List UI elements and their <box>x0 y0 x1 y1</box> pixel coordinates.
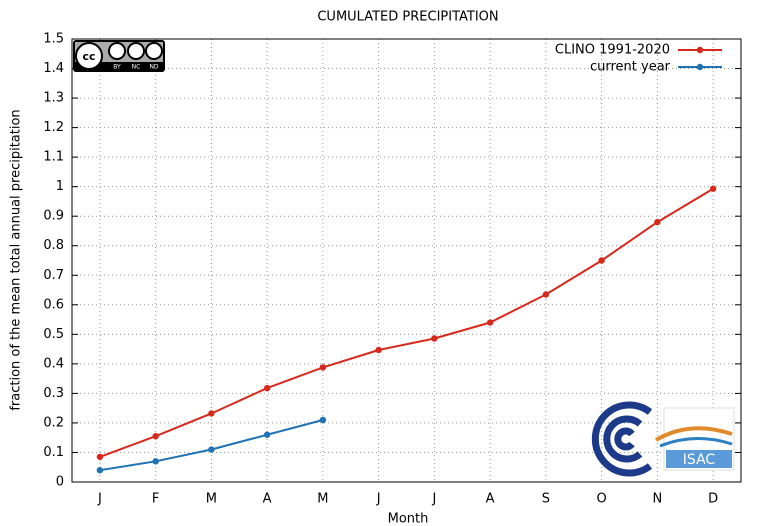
legend-label: current year <box>590 60 671 75</box>
legend-marker <box>696 63 704 71</box>
data-point <box>598 257 605 264</box>
data-point <box>96 466 104 474</box>
x-tick-label: F <box>152 492 159 507</box>
y-tick-label: 0.2 <box>43 415 64 430</box>
data-point <box>654 218 661 226</box>
data-point <box>486 319 494 326</box>
x-tick-label: M <box>317 492 328 507</box>
data-point <box>542 291 550 298</box>
x-tick-label: S <box>542 492 550 507</box>
license-label: BY <box>113 64 121 71</box>
data-point <box>375 346 382 354</box>
y-tick-label: 1.5 <box>43 32 64 47</box>
isac-logo: ISAC <box>654 407 735 471</box>
data-point <box>709 185 717 192</box>
y-tick-label: 0.1 <box>43 445 64 460</box>
y-tick-label: 0.6 <box>43 297 64 312</box>
chart-title: CUMULATED PRECIPITATION <box>317 10 498 25</box>
x-axis-label: Month <box>388 512 429 526</box>
data-point <box>152 433 159 440</box>
cnr-logo <box>591 401 653 477</box>
legend-label: CLINO 1991-2020 <box>555 43 670 58</box>
data-point <box>431 335 438 342</box>
data-point <box>319 364 327 371</box>
data-point <box>263 431 271 438</box>
y-tick-label: 1.4 <box>43 61 64 76</box>
x-tick-label: A <box>263 492 272 507</box>
svg-text:cc: cc <box>82 50 95 63</box>
isac-label: ISAC <box>683 452 716 468</box>
y-tick-label: 0.8 <box>43 238 64 253</box>
y-tick-label: 1.2 <box>43 120 64 135</box>
y-tick-label: 0 <box>56 475 64 490</box>
license-label: NC <box>132 64 141 71</box>
y-tick-label: 0.3 <box>43 386 64 401</box>
y-tick-label: 1.3 <box>43 91 64 106</box>
data-point <box>208 446 215 453</box>
y-tick-label: 0.5 <box>43 327 64 342</box>
license-badge: cc BY NC ND <box>73 40 165 72</box>
data-point <box>263 384 271 392</box>
x-tick-label: A <box>486 492 495 507</box>
y-tick-label: 0.9 <box>43 209 64 224</box>
series-line <box>99 187 714 458</box>
x-tick-label: J <box>97 492 102 507</box>
legend-marker <box>696 46 704 54</box>
data-point <box>319 416 327 424</box>
data-point <box>152 458 159 465</box>
y-tick-label: 1 <box>56 179 64 194</box>
x-tick-label: M <box>206 492 217 507</box>
license-label: ND <box>149 64 158 71</box>
x-tick-label: D <box>708 492 718 507</box>
y-tick-label: 0.7 <box>43 268 64 283</box>
x-tick-label: O <box>597 492 607 507</box>
y-tick-label: 0.4 <box>43 356 64 371</box>
x-tick-label: J <box>431 492 436 507</box>
x-tick-label: J <box>376 492 381 507</box>
x-tick-label: N <box>653 492 663 507</box>
y-axis-label: fraction of the mean total annual precip… <box>9 109 24 410</box>
data-point <box>96 453 104 461</box>
plot-frame <box>71 38 742 483</box>
y-tick-label: 1.1 <box>43 150 64 165</box>
data-point <box>208 410 215 417</box>
